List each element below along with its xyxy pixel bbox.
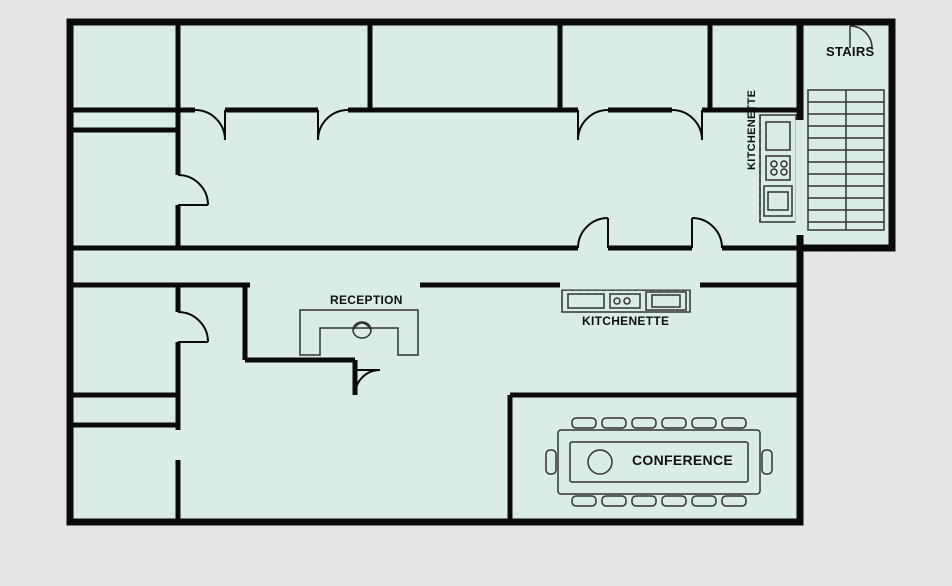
label-kitchenette-lower: KITCHENETTE	[582, 314, 669, 328]
floorplan-svg	[0, 0, 952, 586]
label-conference: CONFERENCE	[632, 452, 733, 468]
label-reception: RECEPTION	[330, 293, 403, 307]
floorplan-canvas: STAIRS KITCHENETTE RECEPTION KITCHENETTE…	[0, 0, 952, 586]
label-stairs: STAIRS	[826, 44, 875, 59]
label-kitchenette-upper: KITCHENETTE	[746, 90, 758, 170]
